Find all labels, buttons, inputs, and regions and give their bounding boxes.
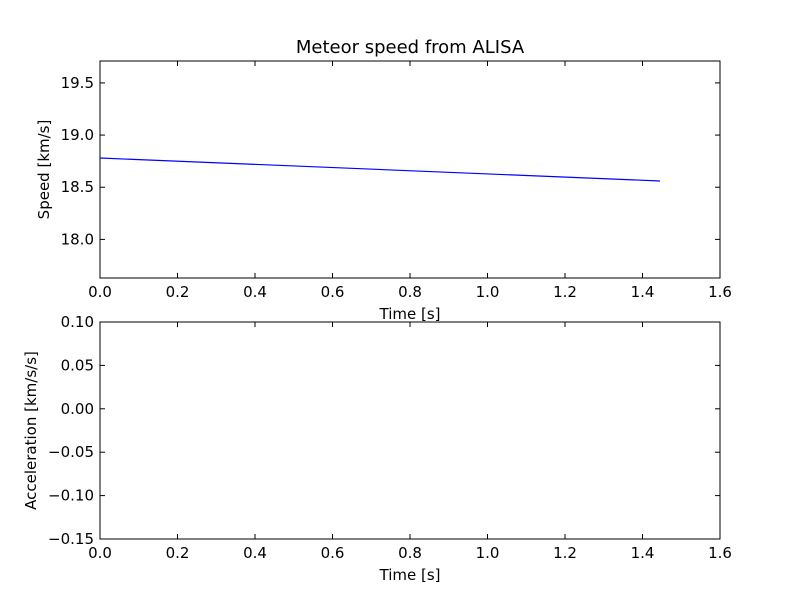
speed-axes-frame — [99, 60, 721, 279]
speed-subplot: Meteor speed from ALISA 0.0 0.2 0.4 0.6 0.8 1.… — [35, 37, 732, 323]
speed-x-tick-label: 1.4 — [631, 283, 655, 301]
acceleration-x-tick-label: 0.6 — [321, 544, 345, 562]
acceleration-x-tick-label: 0.8 — [398, 544, 422, 562]
acceleration-y-axis-label: Acceleration [km/s/s] — [22, 351, 40, 510]
acceleration-x-tick-label: 1.0 — [476, 544, 500, 562]
speed-y-tick-label: 18.0 — [61, 230, 94, 248]
acceleration-x-tick-label: 1.6 — [708, 544, 732, 562]
speed-x-tick-label: 1.6 — [708, 283, 732, 301]
speed-x-tick-label: 0.4 — [243, 283, 267, 301]
speed-x-axis-label: Time [s] — [379, 305, 441, 323]
acceleration-y-tick-label: 0.10 — [61, 313, 94, 331]
speed-x-tick-label: 1.2 — [553, 283, 577, 301]
acceleration-y-tick-label: −0.10 — [48, 487, 94, 505]
speed-y-tick-label: 19.0 — [61, 126, 94, 144]
speed-x-tick-label: 0.2 — [166, 283, 190, 301]
speed-chart-title: Meteor speed from ALISA — [296, 37, 525, 58]
acceleration-x-tick-label: 1.2 — [553, 544, 577, 562]
acceleration-axes-frame — [99, 321, 721, 540]
acceleration-y-tick-label: −0.05 — [48, 443, 94, 461]
acceleration-y-tick-label: 0.00 — [61, 400, 94, 418]
speed-y-axis-label: Speed [km/s] — [35, 120, 53, 220]
speed-y-tick-label: 18.5 — [61, 178, 94, 196]
acceleration-y-tick-label: −0.15 — [48, 530, 94, 548]
speed-x-tick-label: 0.6 — [321, 283, 345, 301]
acceleration-x-tick-label: 0.4 — [243, 544, 267, 562]
speed-x-tick-label: 1.0 — [476, 283, 500, 301]
acceleration-y-tick-label: 0.05 — [61, 356, 94, 374]
speed-x-tick-label: 0.8 — [398, 283, 422, 301]
speed-y-tick-label: 19.5 — [61, 74, 94, 92]
acceleration-x-tick-label: 0.2 — [166, 544, 190, 562]
acceleration-subplot: 0.0 0.2 0.4 0.6 0.8 1.0 1.2 1.4 1.6 0.10 0.05 0.00 −… — [22, 313, 732, 584]
acceleration-x-axis-label: Time [s] — [379, 566, 441, 584]
acceleration-x-tick-label: 1.4 — [631, 544, 655, 562]
acceleration-x-tick-label: 0.0 — [88, 544, 112, 562]
speed-x-tick-label: 0.0 — [88, 283, 112, 301]
speed-series-line — [99, 157, 660, 182]
